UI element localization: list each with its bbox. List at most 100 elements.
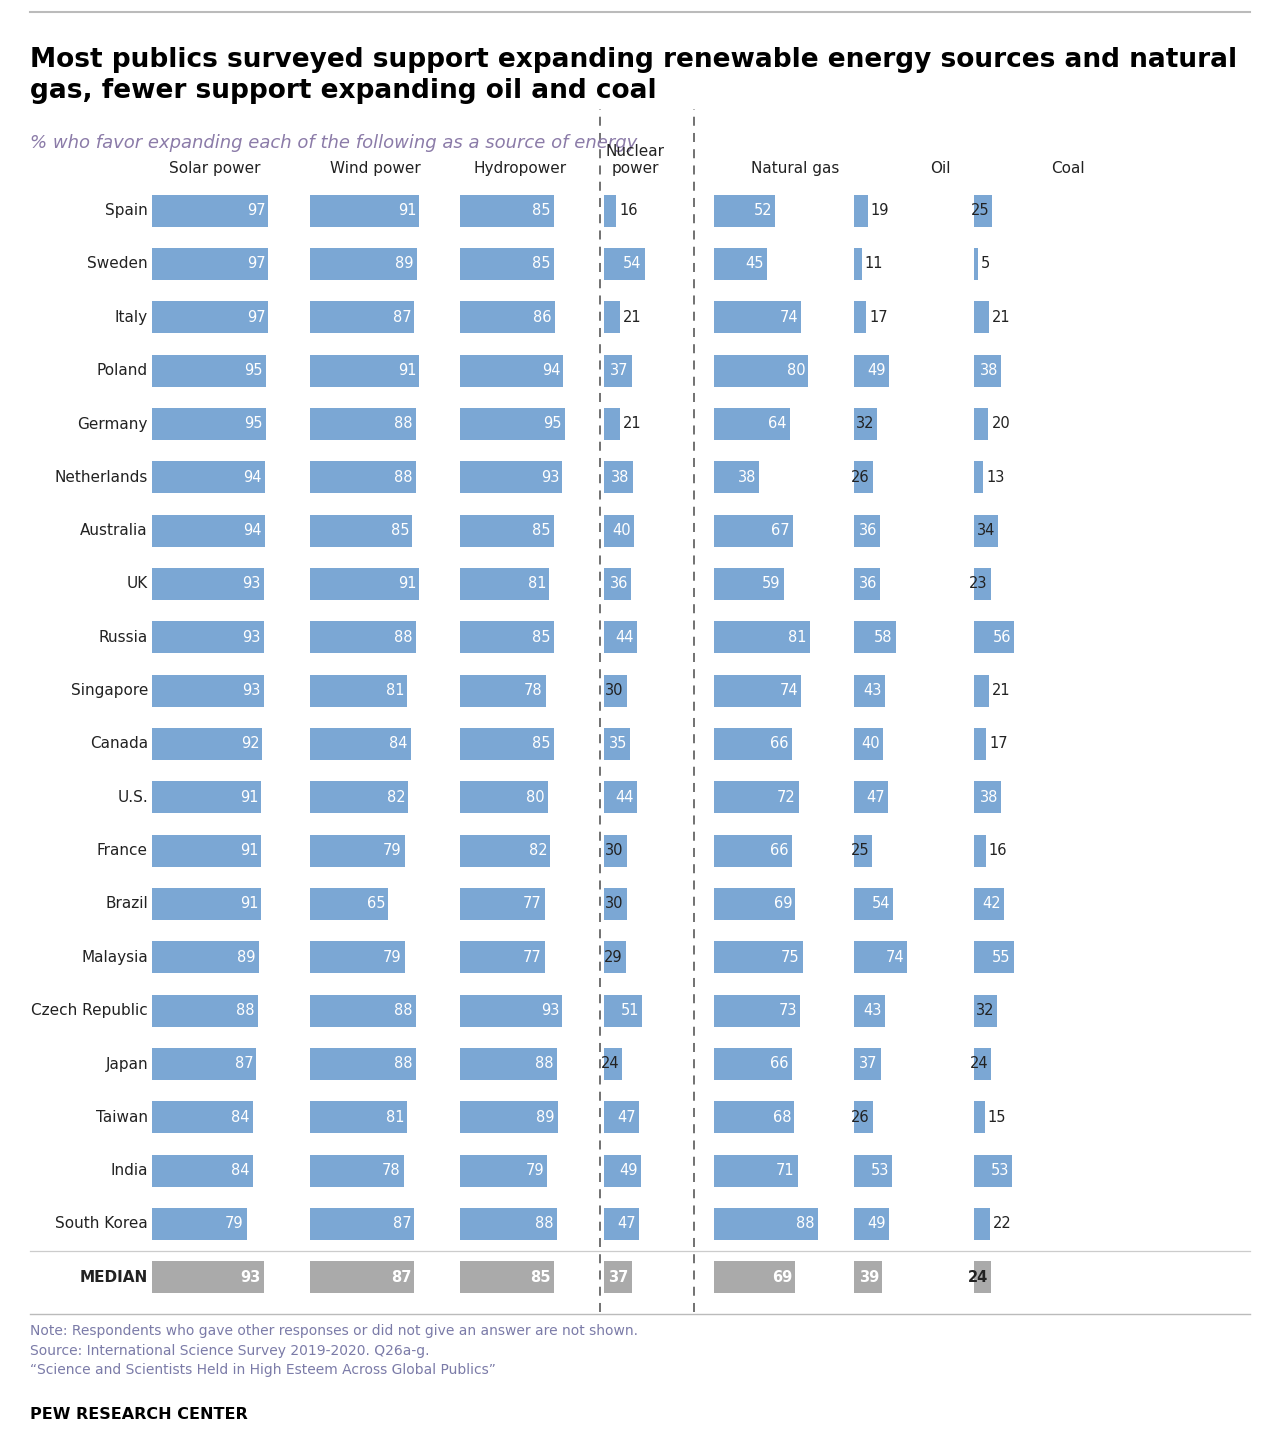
Text: 85: 85: [532, 257, 550, 272]
Bar: [310, 462, 416, 494]
Text: 11: 11: [865, 257, 883, 272]
Bar: [310, 889, 388, 921]
Text: Germany: Germany: [78, 417, 148, 431]
Text: 73: 73: [778, 1003, 797, 1018]
Text: 72: 72: [777, 790, 796, 804]
Bar: [974, 835, 986, 867]
Bar: [974, 675, 989, 707]
Text: 30: 30: [605, 896, 623, 912]
Bar: [310, 675, 407, 707]
Text: UK: UK: [127, 576, 148, 591]
Bar: [152, 835, 261, 867]
Bar: [310, 941, 404, 973]
Bar: [854, 941, 908, 973]
Bar: [460, 889, 545, 921]
Text: 75: 75: [781, 950, 800, 964]
Text: 53: 53: [991, 1163, 1009, 1178]
Text: 26: 26: [851, 1109, 869, 1125]
Bar: [714, 1154, 797, 1186]
Text: 17: 17: [989, 736, 1007, 752]
Text: Brazil: Brazil: [105, 896, 148, 912]
Bar: [310, 1208, 415, 1240]
Bar: [604, 727, 630, 759]
Text: 97: 97: [247, 309, 265, 325]
Bar: [460, 995, 562, 1027]
Text: 71: 71: [776, 1163, 795, 1178]
Text: 82: 82: [529, 844, 548, 858]
Bar: [974, 941, 1014, 973]
Bar: [460, 1154, 547, 1186]
Text: 84: 84: [232, 1109, 250, 1125]
Text: 52: 52: [754, 203, 772, 218]
Bar: [974, 248, 978, 280]
Bar: [604, 675, 626, 707]
Bar: [974, 1154, 1012, 1186]
Bar: [152, 1154, 253, 1186]
Bar: [854, 302, 867, 334]
Bar: [152, 195, 269, 227]
Bar: [152, 1262, 264, 1294]
Text: Nuclear
power: Nuclear power: [605, 144, 664, 176]
Bar: [604, 1048, 622, 1080]
Text: 23: 23: [969, 576, 988, 591]
Text: Spain: Spain: [105, 203, 148, 218]
Text: 17: 17: [869, 309, 888, 325]
Text: 95: 95: [543, 417, 562, 431]
Text: Solar power: Solar power: [169, 161, 261, 176]
Text: 88: 88: [394, 1057, 412, 1072]
Text: 79: 79: [383, 950, 402, 964]
Text: 78: 78: [525, 684, 543, 698]
Text: 38: 38: [980, 790, 998, 804]
Text: 49: 49: [868, 1217, 886, 1231]
Bar: [854, 1154, 892, 1186]
Text: Italy: Italy: [115, 309, 148, 325]
Bar: [152, 621, 264, 653]
Text: 69: 69: [772, 1270, 792, 1285]
Text: 68: 68: [773, 1109, 791, 1125]
Text: 30: 30: [605, 844, 623, 858]
Text: India: India: [110, 1163, 148, 1178]
Text: 21: 21: [623, 417, 641, 431]
Text: 97: 97: [247, 257, 265, 272]
Text: 79: 79: [525, 1163, 544, 1178]
Text: 78: 78: [381, 1163, 401, 1178]
Bar: [604, 514, 634, 546]
Bar: [152, 568, 264, 600]
Text: Most publics surveyed support expanding renewable energy sources and natural
gas: Most publics surveyed support expanding …: [29, 46, 1238, 105]
Bar: [854, 1208, 890, 1240]
Text: 81: 81: [385, 684, 404, 698]
Bar: [604, 889, 626, 921]
Text: 47: 47: [618, 1217, 636, 1231]
Text: 37: 37: [611, 363, 628, 378]
Text: 77: 77: [524, 950, 541, 964]
Bar: [974, 1262, 991, 1294]
Bar: [974, 727, 987, 759]
Text: 24: 24: [600, 1057, 620, 1072]
Text: Taiwan: Taiwan: [96, 1109, 148, 1125]
Bar: [604, 621, 637, 653]
Bar: [460, 941, 545, 973]
Text: 87: 87: [390, 1270, 411, 1285]
Text: 91: 91: [398, 363, 416, 378]
Text: 84: 84: [389, 736, 408, 752]
Bar: [604, 1154, 641, 1186]
Text: Wind power: Wind power: [330, 161, 420, 176]
Bar: [714, 302, 801, 334]
Bar: [152, 995, 257, 1027]
Bar: [974, 514, 998, 546]
Bar: [604, 835, 626, 867]
Text: 93: 93: [242, 576, 261, 591]
Text: Singapore: Singapore: [70, 684, 148, 698]
Text: 93: 93: [242, 684, 261, 698]
Bar: [714, 568, 783, 600]
Bar: [714, 781, 799, 813]
Text: 26: 26: [851, 470, 869, 485]
Bar: [152, 675, 264, 707]
Text: 84: 84: [232, 1163, 250, 1178]
Text: 21: 21: [623, 309, 641, 325]
Bar: [310, 248, 417, 280]
Bar: [310, 727, 411, 759]
Text: 94: 94: [243, 470, 262, 485]
Text: Poland: Poland: [97, 363, 148, 378]
Text: 91: 91: [239, 844, 259, 858]
